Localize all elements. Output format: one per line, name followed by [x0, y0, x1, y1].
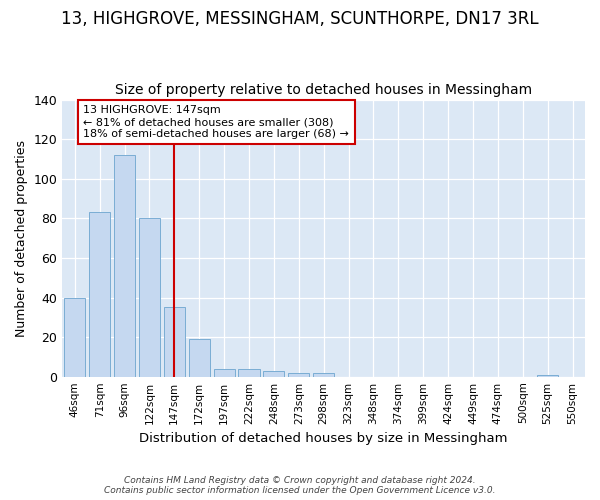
- Bar: [288, 372, 310, 376]
- Bar: [114, 155, 135, 376]
- Title: Size of property relative to detached houses in Messingham: Size of property relative to detached ho…: [115, 83, 532, 97]
- Text: Contains HM Land Registry data © Crown copyright and database right 2024.
Contai: Contains HM Land Registry data © Crown c…: [104, 476, 496, 495]
- X-axis label: Distribution of detached houses by size in Messingham: Distribution of detached houses by size …: [139, 432, 508, 445]
- Bar: [238, 369, 260, 376]
- Bar: [214, 369, 235, 376]
- Bar: [313, 372, 334, 376]
- Bar: [139, 218, 160, 376]
- Bar: [64, 298, 85, 376]
- Bar: [537, 374, 558, 376]
- Bar: [164, 308, 185, 376]
- Y-axis label: Number of detached properties: Number of detached properties: [15, 140, 28, 336]
- Text: 13, HIGHGROVE, MESSINGHAM, SCUNTHORPE, DN17 3RL: 13, HIGHGROVE, MESSINGHAM, SCUNTHORPE, D…: [61, 10, 539, 28]
- Bar: [263, 370, 284, 376]
- Bar: [89, 212, 110, 376]
- Bar: [188, 339, 210, 376]
- Text: 13 HIGHGROVE: 147sqm
← 81% of detached houses are smaller (308)
18% of semi-deta: 13 HIGHGROVE: 147sqm ← 81% of detached h…: [83, 106, 349, 138]
